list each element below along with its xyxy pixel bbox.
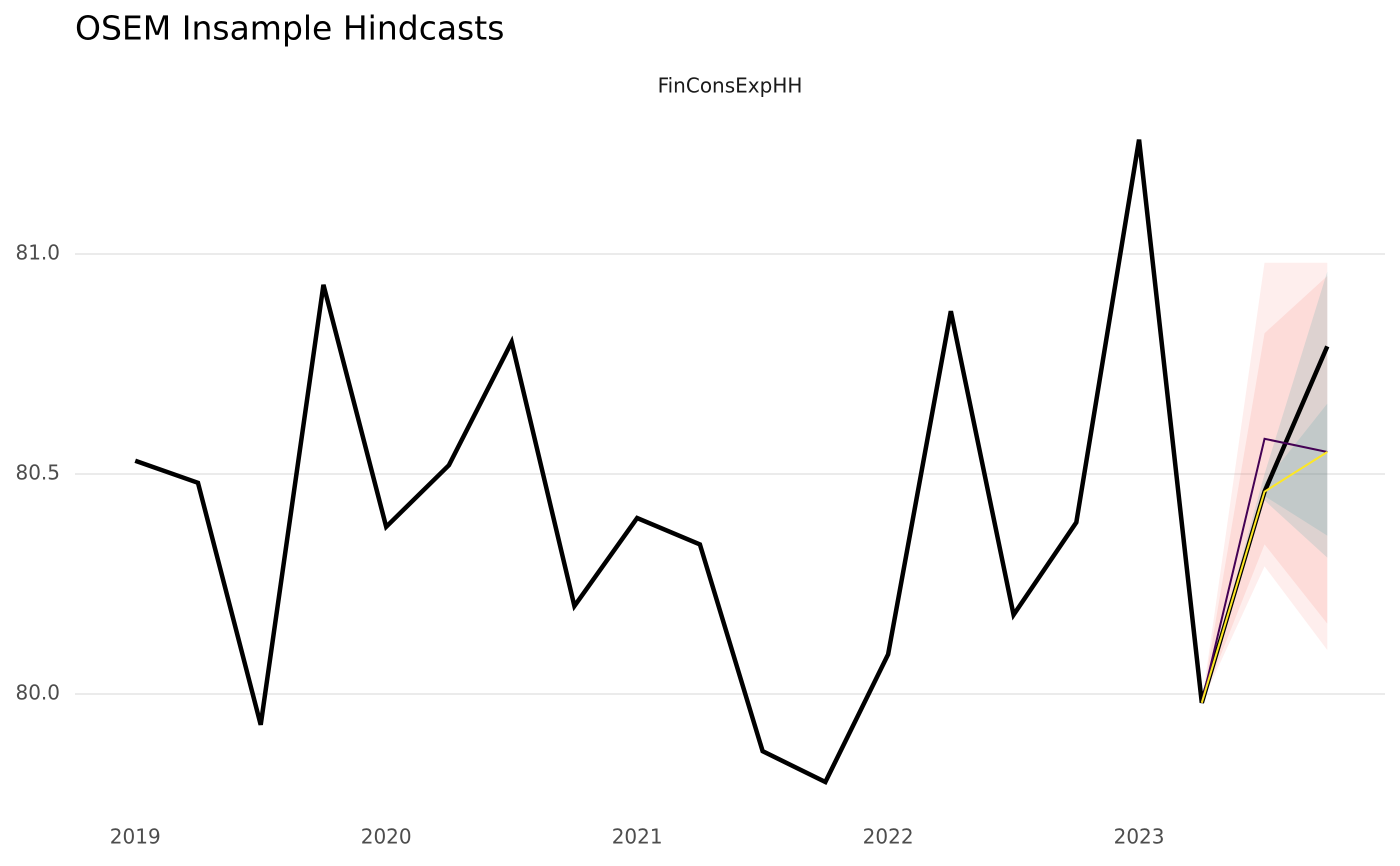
hindcast-line [1200,437,1328,704]
x-tick-label: 2019 [110,825,161,849]
x-tick-label: 2021 [612,825,663,849]
actual-line [134,139,1330,786]
x-tick-label: 2022 [863,825,914,849]
y-tick-label: 80.5 [15,461,60,485]
interval-band [1201,403,1328,703]
chart-title: OSEM Insample Hindcasts [75,9,504,48]
x-tick-label: 2020 [361,825,412,849]
y-tick-label: 81.0 [15,241,60,265]
chart-subtitle: FinConsExpHH [658,74,803,98]
y-tick-label: 80.0 [15,681,60,705]
x-tick-label: 2023 [1114,825,1165,849]
hindcast-line [1200,451,1328,704]
